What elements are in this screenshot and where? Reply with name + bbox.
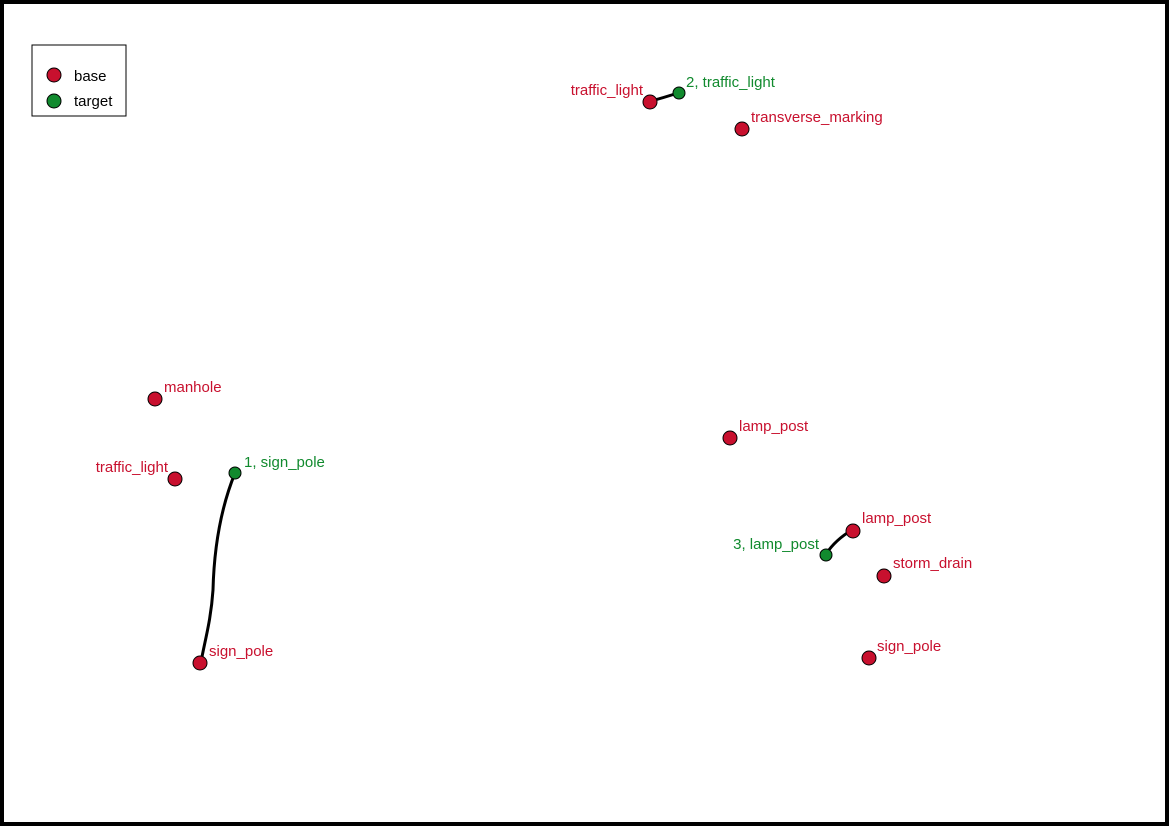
- base-label-sign-pole-right: sign_pole: [877, 638, 941, 655]
- target-point-3-lamp-post: [819, 548, 833, 562]
- base-label-manhole: manhole: [164, 379, 222, 396]
- base-point-sign-pole-right: [861, 650, 877, 666]
- base-label-transverse-marking: transverse_marking: [751, 109, 883, 126]
- target-point-1-sign-pole: [228, 466, 242, 480]
- base-label-traffic-light-top: traffic_light: [571, 82, 644, 99]
- legend-target-marker: [46, 93, 62, 109]
- base-point-transverse-marking: [734, 121, 750, 137]
- target-label-3-lamp-post: 3, lamp_post: [733, 536, 820, 553]
- target-point-2-traffic-light: [672, 86, 686, 100]
- base-label-lamp-post-lower: lamp_post: [862, 510, 932, 527]
- base-label-storm-drain: storm_drain: [893, 555, 972, 572]
- target-label-2-traffic-light: 2, traffic_light: [686, 74, 776, 91]
- base-point-manhole: [147, 391, 163, 407]
- legend-target-label: target: [74, 93, 113, 110]
- base-point-storm-drain: [876, 568, 892, 584]
- base-label-lamp-post-upper: lamp_post: [739, 418, 809, 435]
- legend-base-label: base: [74, 68, 107, 85]
- base-point-sign-pole-left: [192, 655, 208, 671]
- base-point-traffic-light-top: [642, 94, 658, 110]
- target-label-1-sign-pole: 1, sign_pole: [244, 454, 325, 471]
- base-label-traffic-light-left: traffic_light: [96, 459, 169, 476]
- base-point-lamp-post-upper: [722, 430, 738, 446]
- links: [199, 91, 853, 663]
- link-1-sign-pole: [199, 472, 237, 663]
- base-point-traffic-light-left: [167, 471, 183, 487]
- base-points: traffic_light transverse_marking manhole…: [96, 82, 972, 671]
- legend: base target: [31, 44, 127, 117]
- base-point-lamp-post-lower: [845, 523, 861, 539]
- base-label-sign-pole-left: sign_pole: [209, 643, 273, 660]
- target-points: 1, sign_pole 2, traffic_light 3, lamp_po…: [228, 74, 833, 562]
- legend-base-marker: [46, 67, 62, 83]
